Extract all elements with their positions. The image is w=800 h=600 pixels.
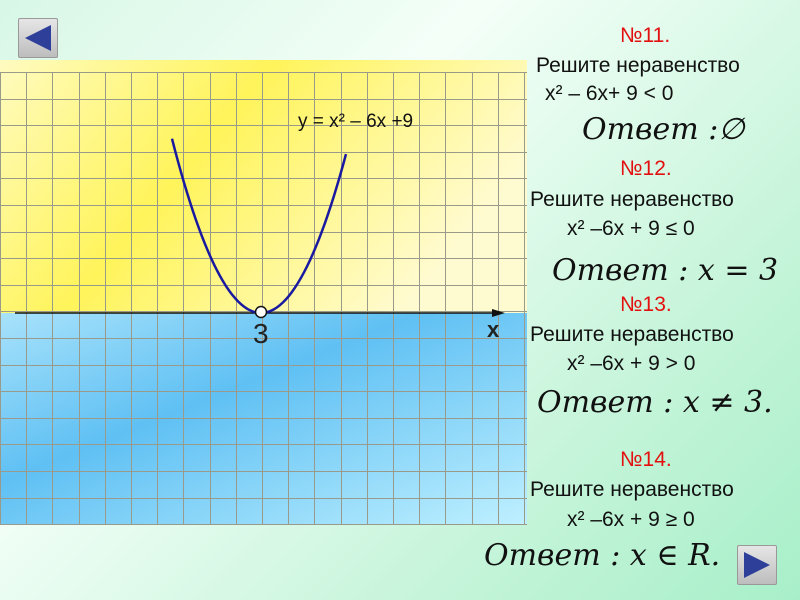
task-prompt: Решите неравенство (530, 478, 734, 501)
task-answer: Ответ : x ≠ 3. (537, 385, 773, 420)
task-answer: Ответ : x ∈ R. (484, 538, 721, 573)
task-number: №11. (620, 24, 671, 47)
triangle-left-icon (25, 25, 51, 51)
positive-region (0, 60, 527, 313)
task-answer: Ответ :∅ (582, 112, 745, 147)
back-button[interactable] (18, 18, 58, 58)
triangle-right-icon (744, 552, 770, 578)
parabola-graph: 3 x y = x² – 6x +9 (0, 60, 527, 525)
task-number: №12. (620, 157, 672, 180)
vertex-point (254, 305, 268, 319)
equation-label: y = x² – 6x +9 (298, 111, 413, 132)
vertex-label: 3 (253, 318, 269, 349)
grid (0, 72, 527, 525)
task-inequality: x² –6x + 9 ≤ 0 (567, 217, 695, 240)
x-axis-arrow-icon (492, 309, 505, 317)
task-answer: Ответ : x = 3 (552, 253, 779, 288)
task-prompt: Решите неравенство (530, 188, 734, 211)
task-prompt: Решите неравенство (536, 54, 740, 77)
task-prompt: Решите неравенство (530, 323, 734, 346)
task-inequality: x² – 6x+ 9 < 0 (545, 82, 674, 105)
task-number: №13. (620, 293, 672, 316)
axis-label: x (487, 317, 500, 342)
forward-button[interactable] (737, 545, 777, 585)
task-inequality: x² –6x + 9 ≥ 0 (567, 508, 695, 531)
task-inequality: x² –6x + 9 > 0 (567, 352, 696, 375)
task-number: №14. (620, 448, 672, 471)
